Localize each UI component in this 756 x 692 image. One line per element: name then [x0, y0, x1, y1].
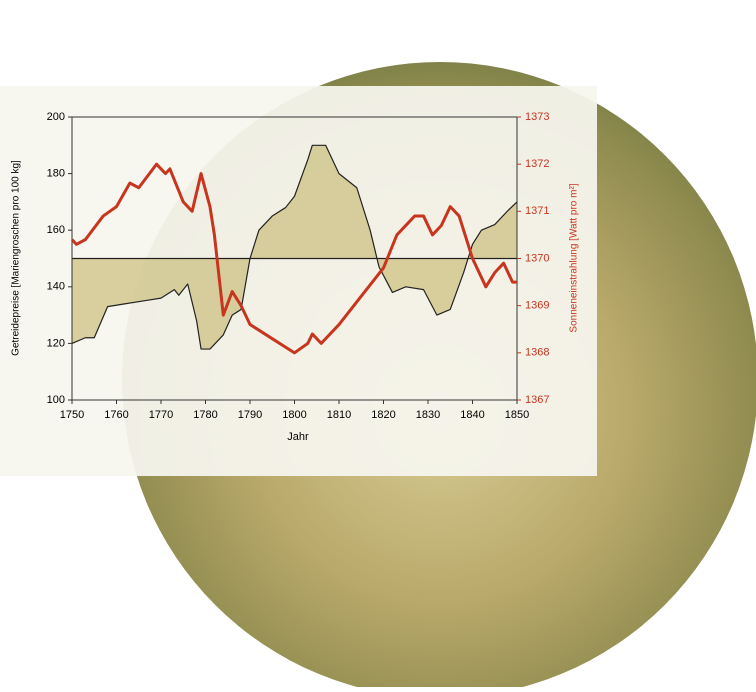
- x-tick-label: 1800: [282, 409, 306, 421]
- y-tick-label: 140: [47, 281, 65, 293]
- y2-tick-label: 1369: [525, 300, 549, 312]
- page: {"chart_data": {"type": "line", "x_label…: [0, 0, 756, 687]
- x-tick-label: 1750: [60, 409, 84, 421]
- y-tick-label: 120: [47, 337, 65, 349]
- y2-tick-label: 1373: [525, 111, 549, 123]
- x-tick-label: 1850: [505, 409, 529, 421]
- x-tick-label: 1830: [416, 409, 440, 421]
- x-tick-label: 1790: [238, 409, 262, 421]
- y-axis-label: Getreidepreise [Mariengroschen pro 100 k…: [11, 160, 22, 356]
- y-tick-label: 160: [47, 224, 65, 236]
- y2-tick-label: 1372: [525, 158, 549, 170]
- x-axis-label: Jahr: [287, 431, 309, 443]
- y2-tick-label: 1368: [525, 347, 549, 359]
- y2-tick-label: 1371: [525, 205, 549, 217]
- y-tick-label: 200: [47, 111, 65, 123]
- y-tick-label: 100: [47, 394, 65, 406]
- x-tick-label: 1820: [371, 409, 395, 421]
- x-tick-label: 1760: [104, 409, 128, 421]
- y2-axis-label: Sonneneinstrahlung [Watt pro m²]: [569, 183, 580, 332]
- x-tick-label: 1770: [149, 409, 173, 421]
- y-tick-label: 180: [47, 168, 65, 180]
- y2-tick-label: 1367: [525, 394, 549, 406]
- x-tick-label: 1780: [193, 409, 217, 421]
- chart: Jahr Getreidepreise [Mariengroschen pro …: [0, 0, 756, 687]
- x-tick-label: 1840: [460, 409, 484, 421]
- y2-tick-label: 1370: [525, 252, 549, 264]
- x-tick-label: 1810: [327, 409, 351, 421]
